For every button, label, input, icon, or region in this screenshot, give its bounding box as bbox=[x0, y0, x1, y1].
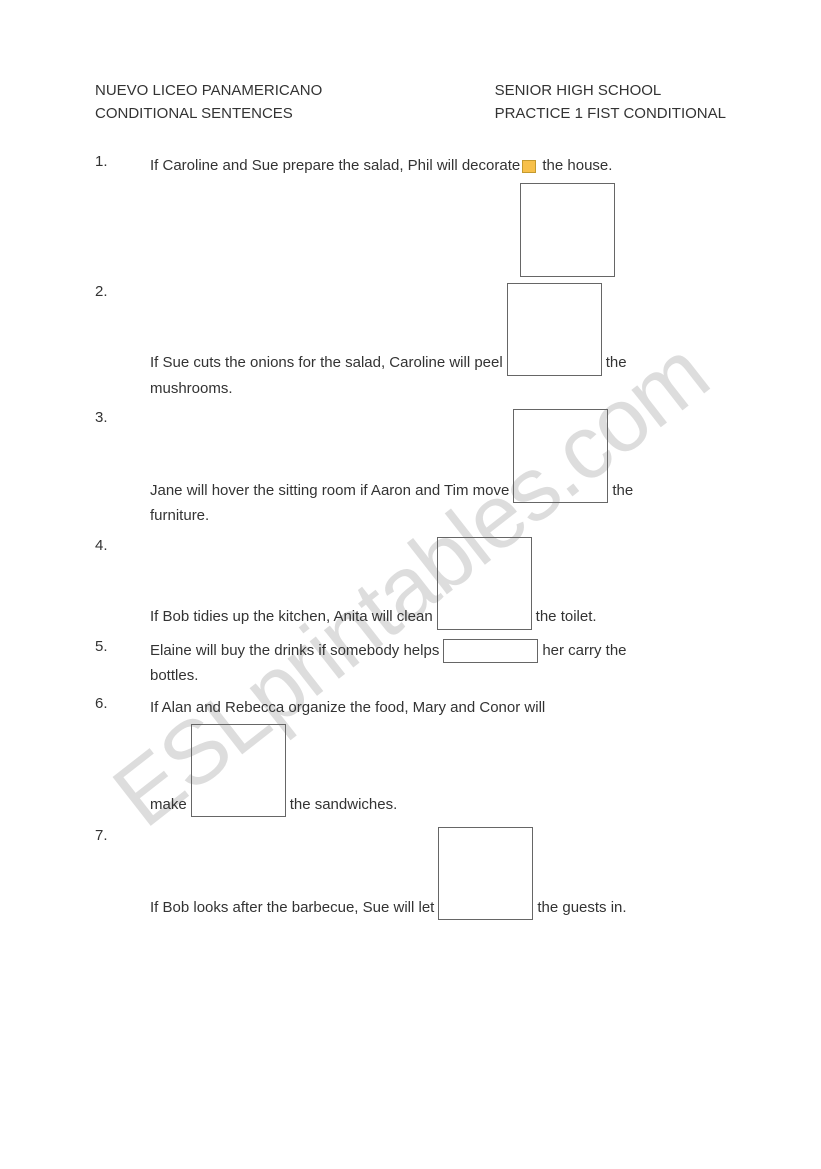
answer-box[interactable] bbox=[443, 639, 538, 663]
question-item: 1. If Caroline and Sue prepare the salad… bbox=[95, 153, 726, 277]
sentence-text: If Bob looks after the barbecue, Sue wil… bbox=[150, 895, 434, 921]
question-item: 2. If Sue cuts the onions for the salad,… bbox=[95, 283, 726, 402]
question-item: 4. If Bob tidies up the kitchen, Anita w… bbox=[95, 537, 726, 630]
item-body: If Caroline and Sue prepare the salad, P… bbox=[150, 153, 726, 277]
sentence-text: the sandwiches. bbox=[290, 792, 398, 818]
worksheet-page: NUEVO LICEO PANAMERICANO CONDITIONAL SEN… bbox=[0, 0, 821, 986]
header: NUEVO LICEO PANAMERICANO CONDITIONAL SEN… bbox=[95, 80, 726, 125]
item-body: If Alan and Rebecca organize the food, M… bbox=[150, 695, 726, 818]
answer-box[interactable] bbox=[520, 183, 615, 277]
header-right: SENIOR HIGH SCHOOL PRACTICE 1 FIST CONDI… bbox=[495, 80, 726, 125]
item-body: If Bob looks after the barbecue, Sue wil… bbox=[150, 827, 726, 920]
header-left: NUEVO LICEO PANAMERICANO CONDITIONAL SEN… bbox=[95, 80, 322, 125]
sentence-text: her carry the bbox=[542, 638, 626, 664]
sentence-text: the guests in. bbox=[537, 895, 626, 921]
sentence-text: the bbox=[606, 350, 627, 376]
item-number: 5. bbox=[95, 638, 150, 689]
item-body: If Sue cuts the onions for the salad, Ca… bbox=[150, 283, 726, 402]
sentence-text: If Alan and Rebecca organize the food, M… bbox=[150, 695, 726, 721]
speaker-icon bbox=[522, 160, 536, 173]
sentence-text: make bbox=[150, 792, 187, 818]
sentence-text: If Sue cuts the onions for the salad, Ca… bbox=[150, 350, 503, 376]
answer-box[interactable] bbox=[513, 409, 608, 503]
sentence-text: If Bob tidies up the kitchen, Anita will… bbox=[150, 604, 433, 630]
item-body: Jane will hover the sitting room if Aaro… bbox=[150, 409, 726, 529]
practice-title: PRACTICE 1 FIST CONDITIONAL bbox=[495, 103, 726, 126]
topic-title: CONDITIONAL SENTENCES bbox=[95, 103, 322, 126]
question-item: 6. If Alan and Rebecca organize the food… bbox=[95, 695, 726, 818]
sentence-text: Jane will hover the sitting room if Aaro… bbox=[150, 478, 509, 504]
sentence-text: the toilet. bbox=[536, 604, 597, 630]
question-item: 7. If Bob looks after the barbecue, Sue … bbox=[95, 827, 726, 920]
item-number: 6. bbox=[95, 695, 150, 818]
sentence-text: the house. bbox=[538, 157, 612, 174]
answer-box[interactable] bbox=[437, 537, 532, 630]
item-number: 1. bbox=[95, 153, 150, 277]
answer-box[interactable] bbox=[507, 283, 602, 376]
question-item: 3. Jane will hover the sitting room if A… bbox=[95, 409, 726, 529]
answer-box[interactable] bbox=[438, 827, 533, 920]
sentence-text: If Caroline and Sue prepare the salad, P… bbox=[150, 157, 520, 174]
question-item: 5. Elaine will buy the drinks if somebod… bbox=[95, 638, 726, 689]
school-name: NUEVO LICEO PANAMERICANO bbox=[95, 80, 322, 103]
sentence-text: bottles. bbox=[150, 663, 726, 689]
item-number: 2. bbox=[95, 283, 150, 402]
sentence-text: mushrooms. bbox=[150, 376, 726, 402]
sentence-text: furniture. bbox=[150, 503, 726, 529]
sentence-text: Elaine will buy the drinks if somebody h… bbox=[150, 638, 439, 664]
item-number: 7. bbox=[95, 827, 150, 920]
answer-box[interactable] bbox=[191, 724, 286, 817]
item-body: If Bob tidies up the kitchen, Anita will… bbox=[150, 537, 726, 630]
sentence-text: the bbox=[612, 478, 633, 504]
item-number: 3. bbox=[95, 409, 150, 529]
item-number: 4. bbox=[95, 537, 150, 630]
item-body: Elaine will buy the drinks if somebody h… bbox=[150, 638, 726, 689]
grade-level: SENIOR HIGH SCHOOL bbox=[495, 80, 726, 103]
